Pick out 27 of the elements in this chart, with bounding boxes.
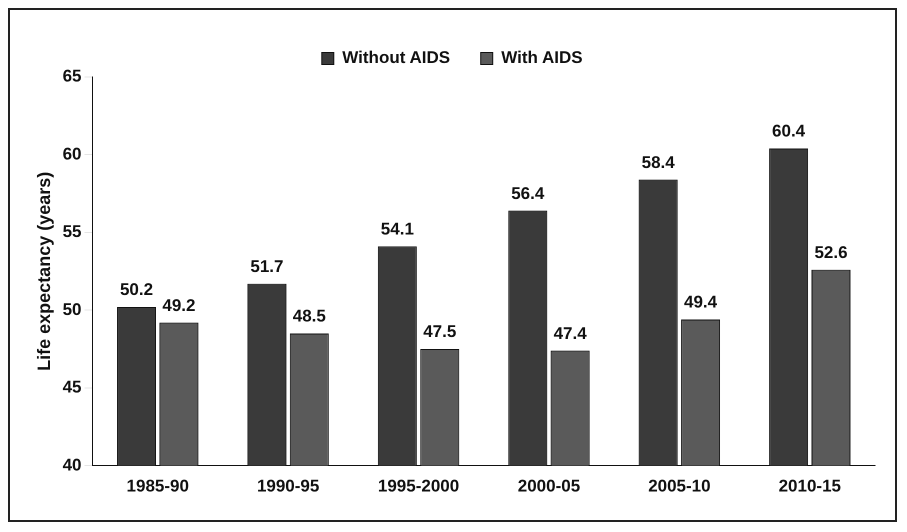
data-label: 49.4: [684, 292, 718, 312]
x-tick-label: 2010-15: [778, 476, 841, 496]
data-label: 52.6: [814, 242, 848, 262]
data-label: 48.5: [292, 306, 326, 326]
data-label: 58.4: [642, 152, 676, 172]
x-tick-label: 2005-10: [648, 476, 711, 496]
y-tick-label: 40: [62, 455, 82, 474]
legend-label: Without AIDS: [342, 48, 450, 68]
data-label: 50.2: [120, 280, 154, 300]
x-tick-label: 1990-95: [256, 476, 320, 496]
legend-label: With AIDS: [501, 48, 583, 68]
data-label: 60.4: [772, 122, 806, 141]
y-axis-title: Life expectancy (years): [34, 172, 54, 371]
data-label: 47.4: [554, 324, 588, 343]
data-label: 54.1: [380, 220, 414, 239]
x-tick-label: 2000-05: [518, 476, 580, 496]
y-tick-label: 45: [62, 378, 82, 397]
y-tick-label: 50: [62, 300, 82, 319]
y-tick-label: 60: [62, 144, 82, 164]
data-label: 56.4: [511, 184, 545, 203]
x-tick-label: 1985-90: [126, 476, 189, 496]
y-tick-label: 65: [62, 66, 82, 86]
data-label: 49.2: [162, 296, 196, 315]
y-tick-label: 55: [62, 222, 82, 242]
data-label: 51.7: [250, 256, 284, 276]
x-tick-label: 1995-2000: [378, 476, 460, 496]
data-label: 47.5: [423, 322, 456, 342]
